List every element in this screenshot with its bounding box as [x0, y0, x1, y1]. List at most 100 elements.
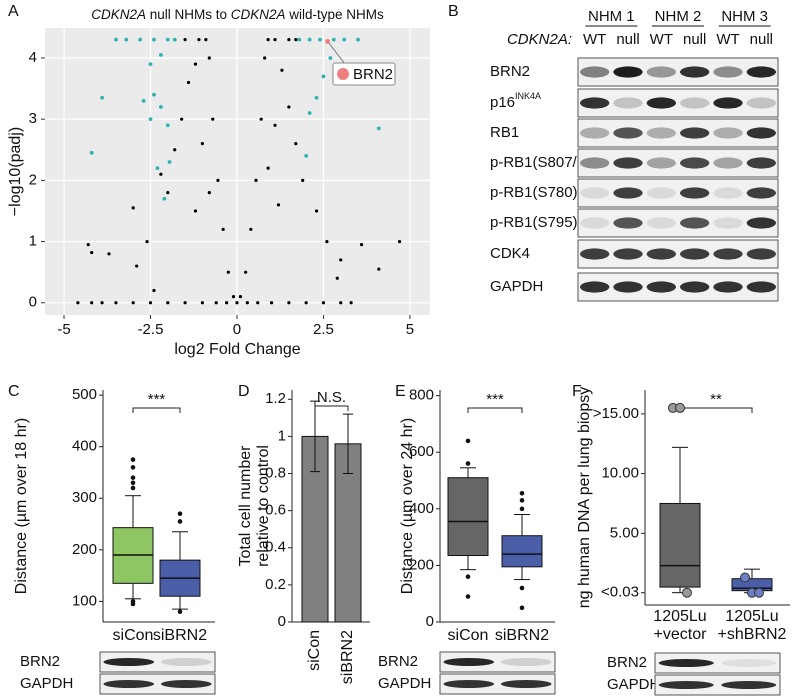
row-label: p16: [490, 94, 515, 111]
point: [124, 37, 129, 42]
point: [254, 178, 258, 182]
title-part: CDKN2A: [231, 7, 286, 22]
lane-label: null: [683, 31, 706, 48]
blot-row-label: p-RB1(S807/811): [490, 154, 606, 171]
title-part: CDKN2A: [91, 7, 146, 22]
point: [162, 196, 167, 201]
point: [287, 301, 291, 305]
point: [376, 126, 381, 131]
point: [158, 105, 163, 109]
band: [613, 127, 643, 139]
y-tick-label: 5.00: [610, 524, 639, 541]
outlier: [519, 506, 525, 512]
band: [658, 659, 714, 667]
point: [172, 37, 177, 42]
point: [165, 37, 170, 42]
band: [680, 97, 710, 109]
point: [339, 301, 343, 305]
band: [580, 248, 610, 260]
blot-strip: [577, 239, 779, 269]
sample-point: [754, 587, 764, 598]
point: [90, 250, 94, 255]
row-label: BRN2: [378, 653, 418, 670]
point: [167, 160, 172, 164]
band: [160, 680, 212, 688]
y-tick-label: 0: [29, 294, 37, 311]
band: [580, 66, 610, 78]
point: [226, 270, 230, 274]
point: [256, 301, 260, 305]
point: [207, 56, 211, 60]
y-tick-label: 400: [409, 500, 434, 517]
lane-label: WT: [583, 31, 606, 48]
band: [721, 681, 777, 689]
band: [713, 127, 743, 139]
y-tick-label: >15.00: [593, 405, 639, 422]
point: [238, 295, 243, 299]
point: [294, 142, 298, 146]
x-tick-label: -5: [57, 321, 70, 338]
blot-row-label: BRN2: [607, 654, 647, 671]
band: [646, 127, 676, 139]
point: [269, 301, 274, 305]
significance-bracket: [467, 407, 523, 413]
band: [746, 248, 776, 260]
y-tick-label: 0.8: [265, 464, 286, 481]
band: [713, 157, 743, 169]
point: [152, 37, 156, 42]
point: [314, 209, 319, 213]
x-tick-label: +shBRN2: [718, 626, 787, 643]
outlier: [177, 519, 183, 524]
band: [746, 281, 776, 293]
sample-point: [740, 572, 750, 583]
point: [90, 301, 94, 305]
band: [713, 97, 743, 109]
chart-title: CDKN2A null NHMs to CDKN2A wild-type NHM…: [91, 7, 384, 22]
band: [443, 658, 495, 666]
x-tick-label: siCon: [448, 627, 489, 644]
outlier: [465, 574, 471, 580]
point: [321, 74, 326, 79]
row-label: BRN2: [607, 654, 647, 671]
sample-point: [682, 587, 692, 598]
band: [613, 157, 643, 169]
band: [613, 66, 643, 78]
point: [107, 252, 111, 256]
point: [173, 148, 177, 152]
point: [166, 191, 170, 195]
outlier: [519, 490, 525, 496]
band: [721, 659, 777, 667]
band: [713, 187, 743, 199]
band: [713, 66, 743, 78]
row-label: RB1: [490, 124, 519, 141]
point: [114, 301, 118, 305]
point: [148, 117, 153, 122]
blot-strip: [577, 57, 779, 87]
blot-row-label: p-RB1(S780): [490, 184, 578, 201]
row-label: GAPDH: [378, 675, 431, 692]
panel-label: B: [448, 3, 459, 20]
point: [131, 206, 135, 210]
y-tick-label: 0: [426, 613, 434, 630]
band: [713, 281, 743, 293]
band: [646, 66, 676, 78]
band: [613, 97, 643, 109]
point: [280, 68, 284, 72]
panel-label: F: [572, 383, 582, 400]
point: [216, 178, 220, 182]
y-tick-label: 500: [72, 386, 97, 403]
point: [266, 166, 270, 170]
significance: ***: [486, 391, 504, 408]
outlier: [519, 605, 525, 611]
y-axis-title: Total cell number: [237, 445, 254, 567]
blot-strip: [99, 651, 216, 673]
y-axis-title: Distance (µm over 24 hr): [399, 418, 416, 594]
point: [244, 270, 248, 274]
point: [207, 191, 211, 195]
highlight-point: [325, 38, 331, 44]
y-tick-label: 4: [29, 49, 37, 66]
blot-row-label: CDK4: [490, 245, 530, 262]
point: [100, 301, 104, 305]
y-tick-label: 100: [72, 592, 97, 609]
point: [266, 38, 270, 42]
